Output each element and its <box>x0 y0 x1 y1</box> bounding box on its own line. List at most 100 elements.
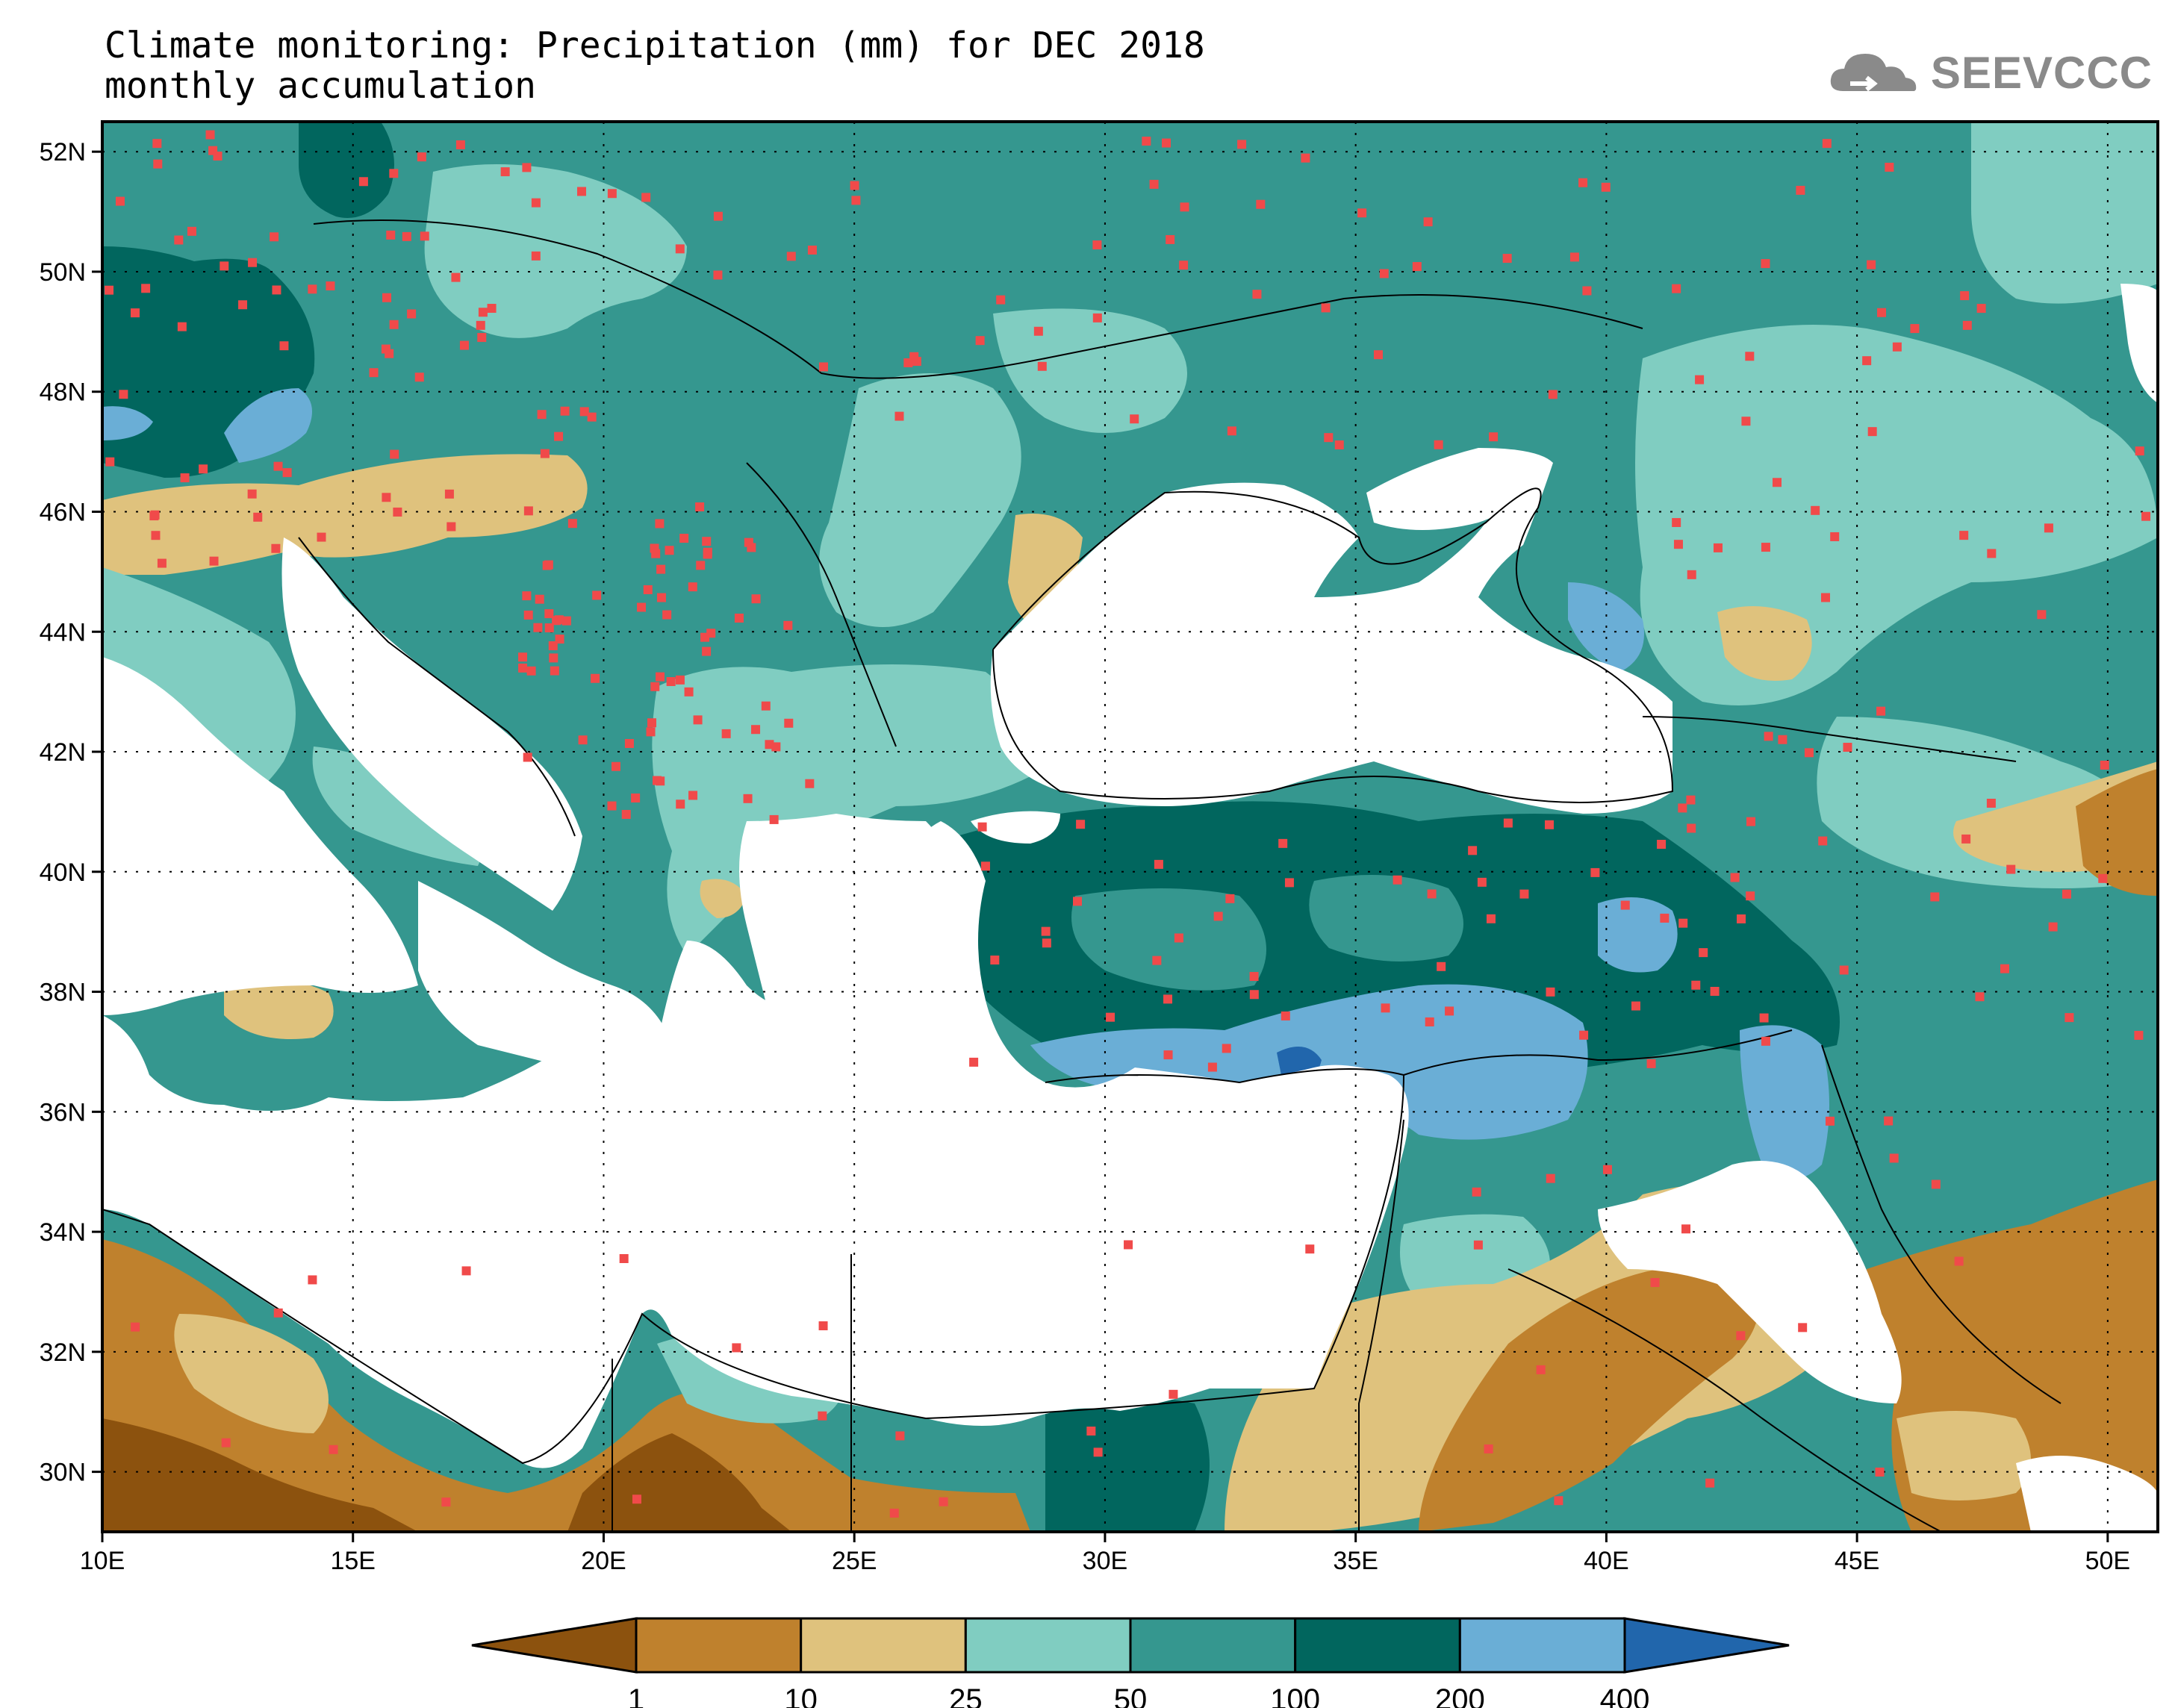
station-marker <box>1602 1165 1612 1174</box>
station-marker <box>180 473 190 483</box>
station-marker <box>1736 1331 1746 1341</box>
station-marker <box>1249 972 1259 982</box>
station-marker <box>684 687 694 696</box>
lon-tick-label: 25E <box>832 1547 877 1575</box>
colorbar-swatch <box>1129 1617 1297 1674</box>
precip-zone <box>102 406 153 440</box>
station-marker <box>381 344 390 354</box>
station-marker <box>420 231 429 241</box>
station-marker <box>1987 549 1997 558</box>
station-marker <box>1650 1278 1660 1288</box>
station-marker <box>535 594 544 604</box>
station-marker <box>1142 137 1151 146</box>
station-marker <box>650 543 659 553</box>
station-marker <box>1761 543 1770 552</box>
station-marker <box>1885 163 1894 172</box>
station-marker <box>656 672 665 682</box>
station-marker <box>1434 440 1443 449</box>
station-marker <box>1072 897 1082 906</box>
station-marker <box>531 198 541 208</box>
colorbar-over-triangle <box>1623 1617 1790 1674</box>
station-marker <box>611 761 620 771</box>
station-marker <box>666 677 676 687</box>
station-marker <box>248 258 258 267</box>
station-marker <box>751 594 761 604</box>
station-marker <box>105 457 115 467</box>
station-marker <box>1427 889 1437 899</box>
station-marker <box>548 641 558 651</box>
station-marker <box>308 1275 317 1285</box>
station-marker <box>1076 820 1086 829</box>
station-marker <box>643 585 653 594</box>
station-marker <box>451 272 461 282</box>
station-marker <box>477 333 487 343</box>
station-marker <box>271 543 281 553</box>
station-marker <box>578 735 588 745</box>
lat-tick-label: 38N <box>40 979 86 1007</box>
station-marker <box>977 822 987 832</box>
station-marker <box>1225 894 1235 903</box>
color-legend: 1 10 25 50 100 200 400 <box>471 1617 1790 1708</box>
map-subtitle: monthly accumulation <box>105 65 536 107</box>
station-marker <box>1278 838 1288 848</box>
station-marker <box>389 169 399 178</box>
station-marker <box>2098 873 2108 883</box>
station-marker <box>1590 867 1600 877</box>
station-marker <box>1252 290 1262 299</box>
station-marker <box>1486 914 1496 923</box>
station-marker <box>980 861 990 871</box>
axis-ticks <box>92 150 2109 1542</box>
station-marker <box>308 284 317 294</box>
lat-tick-label: 52N <box>40 138 86 166</box>
station-marker <box>1876 706 1886 716</box>
lon-tick-label: 35E <box>1333 1547 1378 1575</box>
persian-gulf <box>2016 1456 2158 1532</box>
station-marker <box>713 270 723 280</box>
station-marker <box>1875 1467 1885 1477</box>
lat-tick-label: 46N <box>40 498 86 526</box>
station-marker <box>1086 1426 1096 1436</box>
station-marker <box>1425 1017 1434 1026</box>
station-marker <box>1862 356 1872 366</box>
station-marker <box>1601 182 1611 192</box>
station-marker <box>560 406 570 416</box>
station-marker <box>1961 834 1971 844</box>
colorbar-label: 50 <box>1114 1683 1148 1708</box>
station-marker <box>1730 873 1740 882</box>
station-marker <box>461 1266 471 1276</box>
station-marker <box>747 543 756 552</box>
station-marker <box>587 412 597 422</box>
station-marker <box>1544 820 1554 829</box>
mediterranean-sea <box>102 821 1409 1468</box>
station-marker <box>688 582 697 592</box>
station-marker <box>1741 417 1751 426</box>
caspian-sea <box>2120 284 2158 403</box>
lat-tick-label: 44N <box>40 618 86 646</box>
station-marker <box>1154 859 1163 869</box>
ionian-sea <box>418 881 672 1075</box>
lat-tick-label: 42N <box>40 738 86 767</box>
station-marker <box>119 390 128 399</box>
station-marker <box>1536 1365 1546 1374</box>
station-marker <box>1582 286 1592 296</box>
adriatic-sea <box>281 537 582 911</box>
station-marker <box>523 506 533 516</box>
lat-tick-label: 50N <box>40 258 86 287</box>
border-line <box>1358 1119 1404 1532</box>
station-marker <box>500 167 510 177</box>
station-marker <box>1620 900 1630 910</box>
sea-of-azov <box>1366 448 1553 530</box>
station-marker <box>1820 593 1830 602</box>
black-sea <box>990 463 1673 814</box>
station-marker <box>818 1321 828 1331</box>
station-marker <box>1222 1044 1231 1053</box>
precip-zone <box>1598 897 1678 973</box>
station-marker <box>382 493 391 502</box>
station-marker <box>786 252 796 261</box>
precip-zone <box>424 164 687 338</box>
station-marker <box>703 547 712 557</box>
station-marker <box>487 304 497 314</box>
station-marker <box>1772 478 1782 487</box>
station-marker <box>679 534 689 543</box>
